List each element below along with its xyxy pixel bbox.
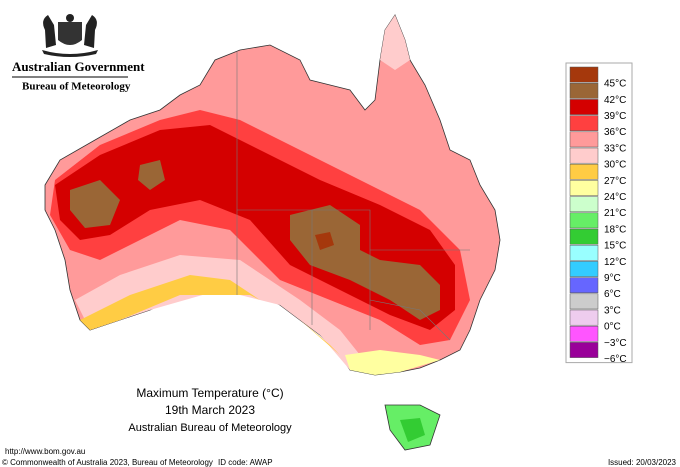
zone-45 [315, 232, 334, 250]
legend-swatch [569, 66, 599, 83]
tasmania-cool [400, 418, 425, 442]
legend-label: 3°C [604, 305, 621, 316]
legend-label: 24°C [604, 192, 626, 203]
agency-name: Australian Government [12, 59, 145, 74]
legend-label: −6°C [604, 354, 627, 365]
legend-swatch [569, 325, 599, 342]
footer-copyright: © Commonwealth of Australia 2023, Bureau… [2, 458, 213, 467]
temperature-map [44, 14, 501, 451]
footer-issued: Issued: 20/03/2023 [608, 458, 677, 467]
legend-label: 15°C [604, 241, 626, 252]
legend-label: −3°C [604, 338, 627, 349]
legend-label: 45°C [604, 79, 626, 90]
zone-33-north [380, 15, 410, 70]
legend-swatch [569, 244, 599, 261]
legend-swatch [569, 228, 599, 245]
legend-swatch [569, 131, 599, 148]
legend-label: 12°C [604, 257, 626, 268]
legend-swatch [569, 115, 599, 132]
legend-label: 0°C [604, 322, 621, 333]
legend-swatch [569, 147, 599, 164]
footer-id: ID code: AWAP [218, 458, 273, 467]
coat-of-arms [42, 14, 98, 57]
legend-label: 27°C [604, 176, 626, 187]
legend-swatch [569, 342, 599, 358]
legend-label: 39°C [604, 111, 626, 122]
legend-swatch [569, 163, 599, 180]
legend-swatch [569, 293, 599, 310]
legend-swatch [569, 180, 599, 196]
zone-42-nw [138, 160, 165, 190]
zone-30 [75, 255, 360, 370]
legend-label: 18°C [604, 224, 626, 235]
legend-label: 30°C [604, 160, 626, 171]
legend-label: 21°C [604, 208, 626, 219]
bureau-name: Bureau of Meteorology [22, 81, 131, 93]
footer-url: http://www.bom.gov.au [5, 447, 85, 456]
legend-label: 9°C [604, 273, 621, 284]
zone-27 [80, 275, 350, 365]
legend-label: 6°C [604, 289, 621, 300]
legend-swatch [569, 212, 599, 229]
state-borders [236, 52, 470, 341]
zone-24-south [345, 350, 440, 375]
caption-source: Australian Bureau of Meteorology [128, 422, 292, 434]
legend-swatch [569, 277, 599, 294]
legend: 45°C 42°C 39°C 36°C 33°C 30°C 27°C 24°C 21°C 18°C… [565, 62, 633, 365]
legend-swatch [569, 196, 599, 213]
legend-label: 33°C [604, 143, 626, 154]
legend-swatch [569, 82, 599, 99]
legend-swatch [569, 309, 599, 326]
caption-title: Maximum Temperature (°C) [136, 386, 283, 400]
legend-label: 36°C [604, 127, 626, 138]
caption-date: 19th March 2023 [165, 403, 255, 417]
zone-42-wa [70, 180, 120, 228]
legend-swatch [569, 99, 599, 115]
legend-swatch [569, 261, 599, 277]
legend-label: 42°C [604, 95, 626, 106]
